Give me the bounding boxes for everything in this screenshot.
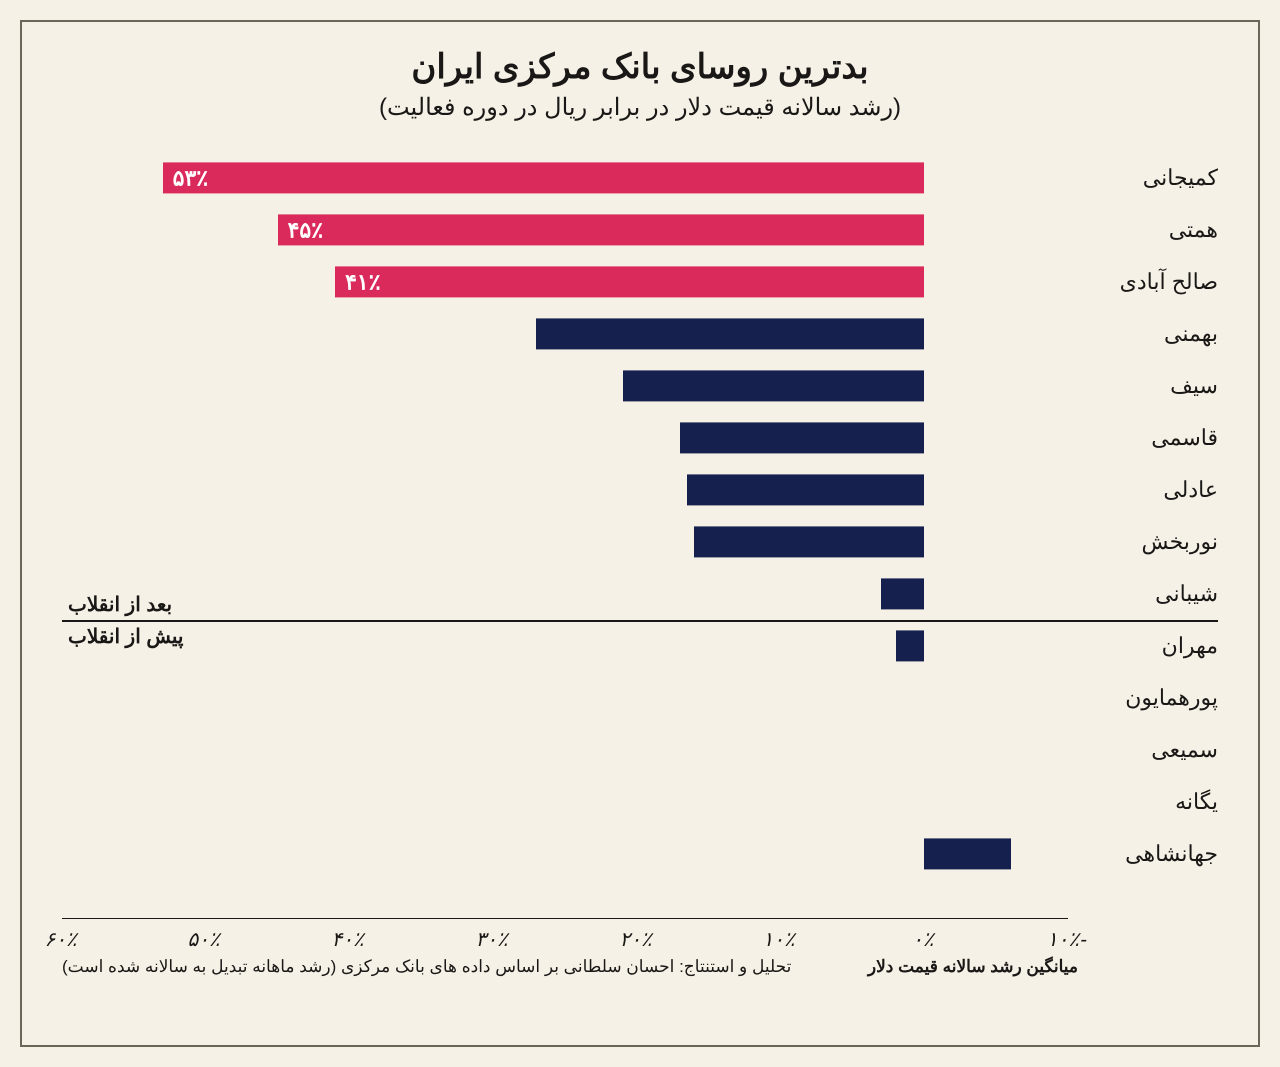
x-tick-label: ۵۰٪ (186, 927, 224, 952)
plot-area: ۴۵٪ (62, 204, 1068, 256)
page: بدترین روسای بانک مرکزی ایران (رشد سالان… (0, 0, 1280, 1067)
chart-area: کمیجانی ۵۳٪ همتی ۴۵٪ صالح آبادی ۴۱٪ بهمنی سیف قا… (62, 152, 1218, 977)
era-label: پیش از انقلاب (68, 624, 183, 649)
bar-row: کمیجانی ۵۳٪ (62, 152, 1218, 204)
plot-area (62, 360, 1068, 412)
bar-row: جهانشاهی (62, 828, 1218, 880)
bar (694, 526, 924, 557)
bar-row: شیبانی (62, 568, 1218, 620)
x-tick-label: ۰٪ (910, 927, 938, 952)
chart-title: بدترین روسای بانک مرکزی ایران (62, 47, 1218, 87)
y-axis-label: قاسمی (1068, 425, 1218, 451)
y-axis-label: سمیعی (1068, 737, 1218, 763)
bar-row: نوربخش (62, 516, 1218, 568)
plot-area (62, 776, 1068, 828)
bar-row: قاسمی (62, 412, 1218, 464)
bar (924, 838, 1010, 869)
plot-area (62, 308, 1068, 360)
y-axis-label: یگانه (1068, 789, 1218, 815)
bar-row: همتی ۴۵٪ (62, 204, 1218, 256)
plot-area (62, 828, 1068, 880)
plot-area (62, 568, 1068, 620)
y-axis-label: عادلی (1068, 477, 1218, 503)
bar-value-label: ۵۳٪ (163, 165, 218, 191)
plot-area: ۵۳٪ (62, 152, 1068, 204)
titles: بدترین روسای بانک مرکزی ایران (رشد سالان… (62, 47, 1218, 122)
bar-row: صالح آبادی ۴۱٪ (62, 256, 1218, 308)
bar-value-label: ۴۵٪ (278, 217, 333, 243)
chart-subtitle: (رشد سالانه قیمت دلار در برابر ریال در د… (62, 93, 1218, 122)
bar (536, 318, 924, 349)
y-axis-label: مهران (1068, 633, 1218, 659)
bar-row: مهران (62, 620, 1218, 672)
bar-row: بهمنی (62, 308, 1218, 360)
chart-footer: میانگین رشد سالانه قیمت دلار تحلیل و استن… (62, 957, 1218, 977)
x-ticks: -۱۰٪۰٪۱۰٪۲۰٪۳۰٪۴۰٪۵۰٪۶۰٪ (62, 919, 1068, 955)
y-axis-label: شیبانی (1068, 581, 1218, 607)
bar (680, 422, 924, 453)
x-tick-label: ۱۰٪ (761, 927, 799, 952)
x-tick-label: -۱۰٪ (1045, 927, 1090, 952)
y-axis-label: جهانشاهی (1068, 841, 1218, 867)
x-tick-label: ۶۰٪ (43, 927, 81, 952)
y-axis-label: کمیجانی (1068, 165, 1218, 191)
y-axis-label: همتی (1068, 217, 1218, 243)
y-axis-label: پورهمایون (1068, 685, 1218, 711)
source-note: تحلیل و استنتاج: احسان سلطانی بر اساس دا… (62, 957, 791, 977)
era-label: بعد از انقلاب (68, 592, 172, 617)
y-axis-label: نوربخش (1068, 529, 1218, 555)
x-tick-label: ۲۰٪ (618, 927, 656, 952)
era-divider (62, 620, 1218, 622)
x-axis-title: میانگین رشد سالانه قیمت دلار (868, 957, 1218, 977)
bar-row: سمیعی (62, 724, 1218, 776)
x-tick-label: ۴۰٪ (330, 927, 368, 952)
bar-row: سیف (62, 360, 1218, 412)
bar (881, 578, 924, 609)
bar-row: یگانه (62, 776, 1218, 828)
plot-area (62, 672, 1068, 724)
bar-row: عادلی (62, 464, 1218, 516)
bar (687, 474, 924, 505)
bar-row: پورهمایون (62, 672, 1218, 724)
y-axis-label: صالح آبادی (1068, 269, 1218, 295)
plot-area: ۴۱٪ (62, 256, 1068, 308)
bar: ۴۵٪ (278, 214, 925, 245)
plot-area (62, 724, 1068, 776)
plot-area (62, 464, 1068, 516)
bar: ۴۱٪ (335, 266, 924, 297)
x-axis: -۱۰٪۰٪۱۰٪۲۰٪۳۰٪۴۰٪۵۰٪۶۰٪ (62, 918, 1068, 955)
bar (623, 370, 925, 401)
bar-value-label: ۴۱٪ (335, 269, 390, 295)
bar: ۵۳٪ (163, 162, 925, 193)
plot-area (62, 620, 1068, 672)
x-tick-label: ۳۰٪ (474, 927, 512, 952)
bar-chart: کمیجانی ۵۳٪ همتی ۴۵٪ صالح آبادی ۴۱٪ بهمنی سیف قا… (62, 152, 1218, 912)
plot-area (62, 516, 1068, 568)
chart-frame: بدترین روسای بانک مرکزی ایران (رشد سالان… (20, 20, 1260, 1047)
plot-area (62, 412, 1068, 464)
y-axis-label: سیف (1068, 373, 1218, 399)
bar (896, 630, 925, 661)
y-axis-label: بهمنی (1068, 321, 1218, 347)
